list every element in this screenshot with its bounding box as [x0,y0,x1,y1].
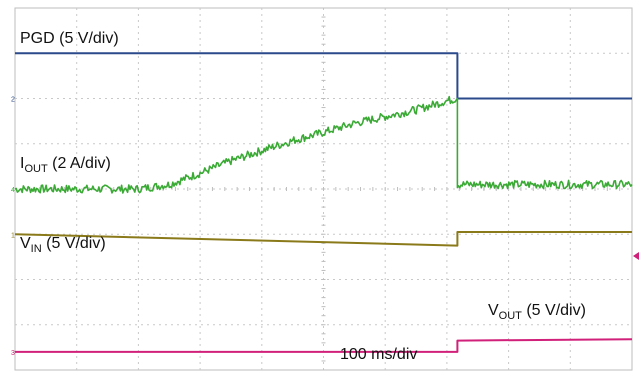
trace-3 [15,338,633,353]
label-pgd: PGD (5 V/div) [20,30,119,47]
channel-markers: 2 4 1 3 [11,97,15,357]
trace-4 [14,95,633,194]
channel-marker-4: 4 [11,187,15,194]
trace-2 [15,52,632,100]
trace-1 [14,231,632,247]
channel-marker-2: 2 [11,97,15,104]
label-vin: VIN (5 V/div) [20,235,106,255]
x-axis-timebase-label: 100 ms/div [340,346,418,363]
label-vout: VOUT (5 V/div) [488,302,586,322]
traces [14,52,633,353]
channel-marker-1: 1 [11,232,15,239]
trigger-level-marker [633,252,639,260]
label-iout: IOUT (2 A/div) [20,155,111,175]
channel-marker-3: 3 [11,350,15,357]
grid [14,7,633,371]
